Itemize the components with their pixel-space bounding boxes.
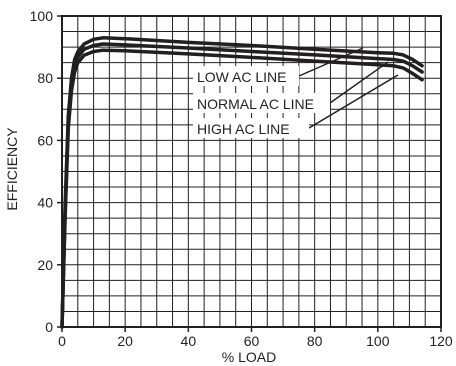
label-leader-lines — [298, 47, 399, 129]
series-lines — [60, 36, 424, 329]
y-tick-label: 0 — [45, 319, 53, 335]
y-tick-label: 100 — [30, 8, 54, 24]
y-tick-label: 20 — [37, 257, 53, 273]
series-labels: LOW AC LINE NORMAL AC LINE HIGH AC LINE — [193, 66, 330, 138]
series-label-1: NORMAL AC LINE — [197, 96, 314, 112]
x-tick-label: 40 — [181, 333, 197, 349]
y-tick-label: 60 — [37, 132, 53, 148]
series-label-0: LOW AC LINE — [197, 69, 286, 85]
x-tick-label: 120 — [429, 333, 453, 349]
y-tick-label: 40 — [37, 195, 53, 211]
x-tick-label: 60 — [244, 333, 260, 349]
series-line-2 — [60, 48, 424, 329]
tick-labels: 0 20 40 60 80 100 120 0 20 40 60 80 100 — [30, 8, 453, 349]
grid-lines — [61, 15, 442, 328]
leader-line-1 — [329, 61, 389, 104]
leader-line-0 — [298, 47, 364, 77]
x-tick-label: 20 — [117, 333, 133, 349]
leader-line-2 — [308, 74, 399, 129]
series-label-box-0 — [193, 66, 299, 86]
y-axis-title: EFFICIENCY — [4, 127, 20, 211]
y-tick-label: 80 — [37, 70, 53, 86]
series-label-box-1 — [193, 93, 330, 113]
x-axis-title: % LOAD — [222, 349, 276, 365]
series-label-box-2 — [193, 118, 309, 138]
x-tick-label: 100 — [366, 333, 390, 349]
series-label-2: HIGH AC LINE — [197, 121, 290, 137]
x-tick-label: 80 — [307, 333, 323, 349]
x-tick-label: 0 — [58, 333, 66, 349]
